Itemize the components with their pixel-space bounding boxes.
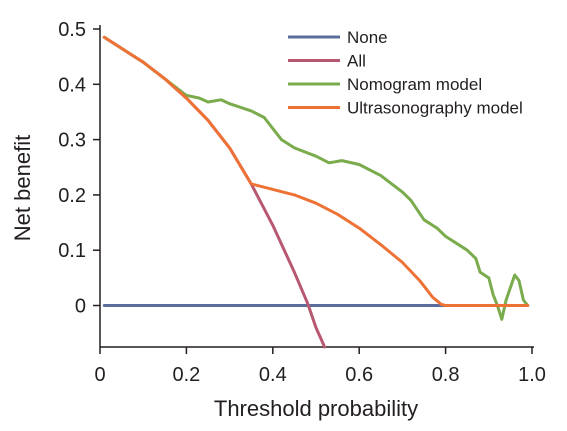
- legend-label: Nomogram model: [347, 75, 482, 94]
- y-tick-label: 0.1: [58, 240, 86, 262]
- ticks: 0 0.1 0.2 0.3 0.4 0.5 0 0.2 0.4 0.6 0.8 1.0: [58, 19, 546, 386]
- x-tick-label: 1.0: [518, 364, 546, 386]
- x-tick-label: 0.6: [345, 364, 373, 386]
- series-line-nomogram-model: [102, 35, 530, 321]
- x-axis-title: Threshold probability: [214, 396, 418, 421]
- y-axis-title: Net benefit: [10, 135, 35, 241]
- series-line-ultrasonography-model: [102, 35, 530, 307]
- series-lines: [102, 35, 530, 349]
- x-tick-label: 0.4: [259, 364, 287, 386]
- y-tick-label: 0: [75, 296, 86, 318]
- y-tick-label: 0.4: [58, 74, 86, 96]
- legend-label: Ultrasonography model: [347, 99, 523, 118]
- legend-label: All: [347, 52, 366, 71]
- x-tick-label: 0.2: [172, 364, 200, 386]
- y-tick-label: 0.2: [58, 185, 86, 207]
- legend-label: None: [347, 28, 388, 47]
- axes: [99, 25, 534, 348]
- y-tick-label: 0.3: [58, 130, 86, 152]
- x-tick-label: 0: [94, 364, 105, 386]
- y-tick-label: 0.5: [58, 19, 86, 41]
- legend: None All Nomogram model Ultrasonography mod…: [288, 28, 523, 118]
- x-tick-label: 0.8: [432, 364, 460, 386]
